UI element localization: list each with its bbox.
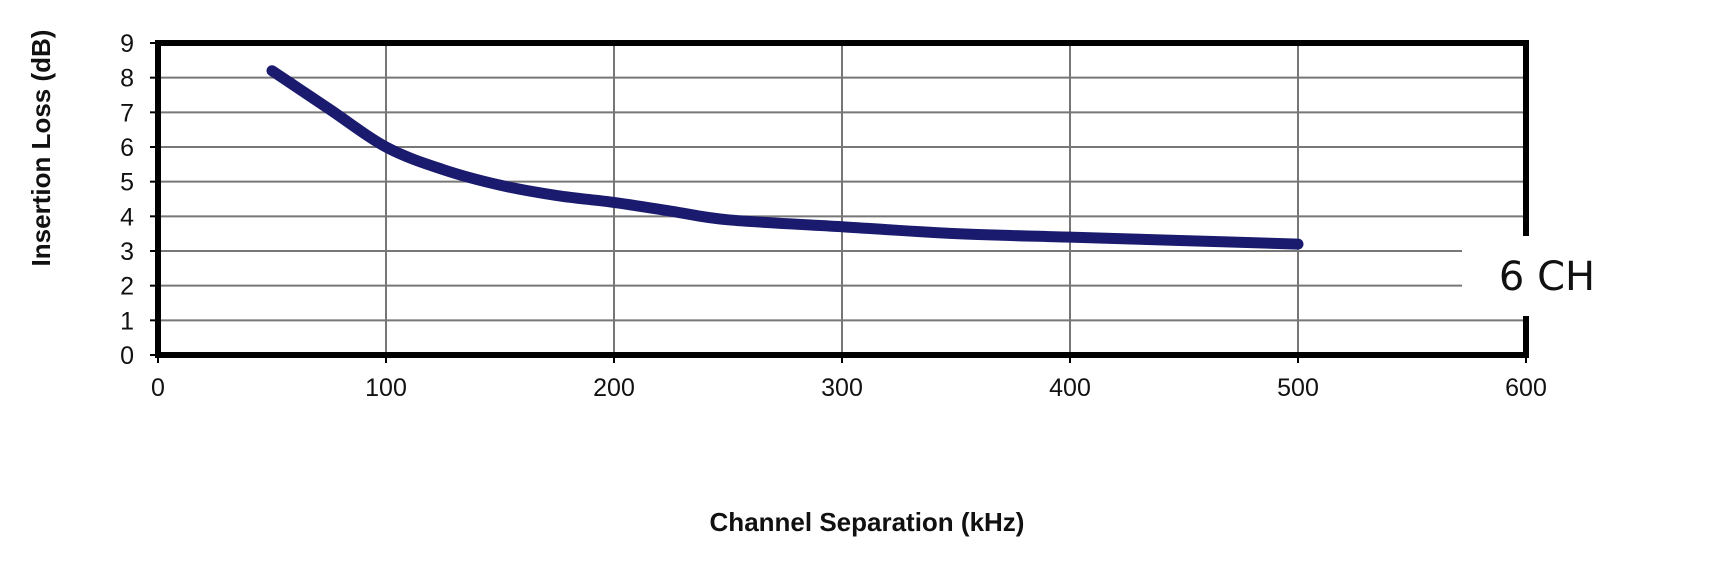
y-tick-labels: 0 1 2 3 4 5 6 7 8 9: [120, 30, 158, 370]
x-tick-label: 300: [821, 374, 863, 402]
y-tick-label: 1: [120, 307, 134, 335]
y-tick-label: 5: [120, 169, 134, 197]
x-tick-label: 400: [1049, 374, 1091, 402]
x-tick-label: 0: [151, 374, 165, 402]
y-tick-label: 6: [120, 134, 134, 162]
x-tick-label: 600: [1505, 374, 1547, 402]
y-tick-label: 7: [120, 99, 134, 127]
series-labels: 6 CH: [1462, 236, 1632, 316]
x-tick-label: 500: [1277, 374, 1319, 402]
grid-lines: [158, 43, 1526, 355]
x-tick-labels: 0 100 200 300 400 500 600: [151, 355, 1547, 402]
y-tick-label: 0: [120, 342, 134, 370]
y-tick-label: 4: [120, 203, 134, 231]
series-lines: [266, 65, 1304, 250]
x-tick-label: 200: [593, 374, 635, 402]
y-tick-label: 2: [120, 273, 134, 301]
x-tick-label: 100: [365, 374, 407, 402]
y-tick-label: 9: [120, 30, 134, 58]
series-label-box: [1462, 236, 1632, 316]
y-axis-title: Insertion Loss (dB): [26, 30, 56, 267]
x-axis-title: Channel Separation (kHz): [710, 507, 1025, 537]
y-tick-label: 3: [120, 238, 134, 266]
series-label: 6 CH: [1499, 254, 1595, 300]
y-tick-label: 8: [120, 65, 134, 93]
series-line: [266, 65, 1304, 250]
